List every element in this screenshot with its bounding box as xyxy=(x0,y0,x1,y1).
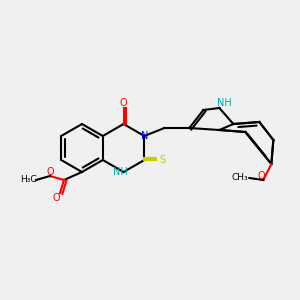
Text: O: O xyxy=(46,167,54,177)
Text: O: O xyxy=(120,98,128,108)
Text: CH₃: CH₃ xyxy=(231,173,248,182)
Text: S: S xyxy=(159,155,165,165)
Text: N: N xyxy=(141,131,148,141)
Text: O: O xyxy=(257,171,265,181)
Text: H₃C: H₃C xyxy=(20,176,36,184)
Text: NH: NH xyxy=(113,167,128,177)
Text: NH: NH xyxy=(217,98,232,108)
Text: O: O xyxy=(52,193,60,203)
